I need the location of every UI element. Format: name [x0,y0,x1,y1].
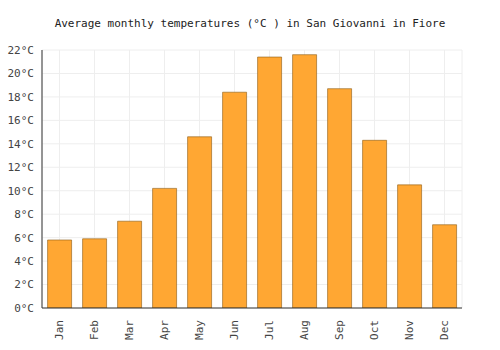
html-text:Average monthly temperatures (: Average monthly temperatures (°C ) in Sa… [54,17,446,30]
svg-text:Dec: Dec [438,320,451,340]
svg-text:10°C: 10°C [8,185,34,198]
svg-text:Apr: Apr [158,320,171,340]
svg-text:20°C: 20°C [8,67,34,80]
svg-text:Jan: Jan [53,320,66,340]
svg-text:4°C: 4°C [14,255,34,268]
svg-text:Oct: Oct [368,320,381,340]
svg-text:14°C: 14°C [8,138,34,151]
svg-text:2°C: 2°C [14,278,34,291]
svg-text:Nov: Nov [403,320,416,340]
svg-text:8°C: 8°C [14,208,34,221]
svg-text:Jun: Jun [228,320,241,340]
svg-text:0°C: 0°C [14,302,34,315]
svg-text:22°C: 22°C [8,44,34,57]
svg-text:Aug: Aug [298,320,311,340]
svg-text:Mar: Mar [123,320,136,340]
svg-text:12°C: 12°C [8,161,34,174]
svg-text:18°C: 18°C [8,91,34,104]
svg-text:16°C: 16°C [8,114,34,127]
svg-text:Jul: Jul [263,320,276,340]
svg-text:6°C: 6°C [14,232,34,245]
svg-text:Feb: Feb [88,320,101,340]
svg-text:May: May [193,320,206,340]
svg-text:Sep: Sep [333,320,346,340]
